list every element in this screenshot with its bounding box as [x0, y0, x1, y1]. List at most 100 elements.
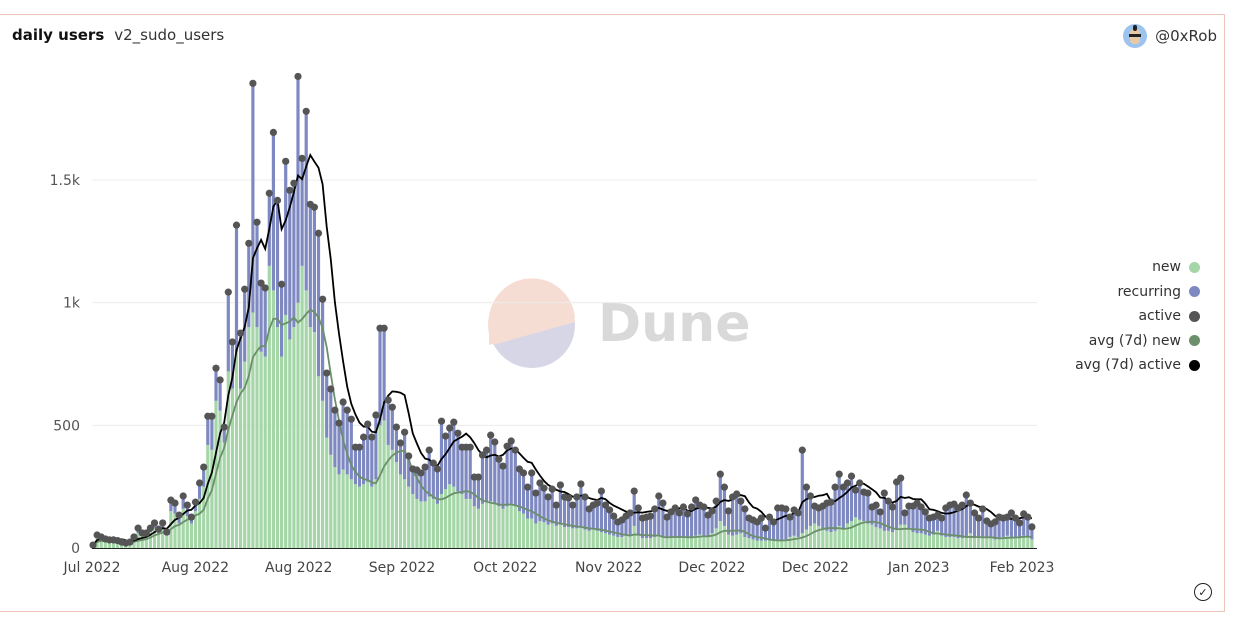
bar-new [542, 522, 546, 548]
bar-new [854, 517, 858, 548]
point-active [212, 364, 220, 372]
bar-new [640, 538, 644, 548]
bar-new [493, 503, 497, 548]
point-active [962, 491, 970, 499]
point-active [323, 369, 331, 377]
bar-recurring [222, 427, 226, 443]
bar-new [362, 484, 366, 548]
bar-recurring [1030, 526, 1034, 540]
bar-new [1005, 535, 1009, 548]
bar-recurring [1001, 518, 1005, 537]
bar-recurring [1009, 512, 1013, 537]
point-active [581, 493, 589, 501]
x-tick-label: Nov 2022 [575, 560, 642, 576]
bar-new [267, 265, 271, 548]
point-active [253, 218, 261, 226]
x-tick-label: Sep 2022 [369, 560, 435, 576]
legend-item-new[interactable]: new [1075, 255, 1200, 280]
bar-recurring [308, 204, 312, 328]
legend-item-avg-active[interactable]: avg (7d) active [1075, 353, 1200, 378]
x-tick-label: Oct 2022 [473, 560, 537, 576]
legend-item-active[interactable]: active [1075, 304, 1200, 329]
bar-recurring [919, 507, 923, 534]
point-active [392, 423, 400, 431]
bar-recurring [706, 515, 710, 537]
bar-new [349, 479, 353, 548]
bar-recurring [968, 503, 972, 534]
bar-new [690, 536, 694, 548]
bar-new [435, 503, 439, 548]
point-active [659, 499, 667, 507]
bar-new [476, 508, 480, 548]
author-name[interactable]: @0xRob [1155, 27, 1217, 45]
bar-recurring [862, 492, 866, 522]
bar-new [796, 536, 800, 548]
legend-item-recurring[interactable]: recurring [1075, 280, 1200, 305]
bar-recurring [960, 505, 964, 539]
bar-recurring [1022, 513, 1026, 536]
point-active [273, 196, 282, 204]
point-active [224, 288, 232, 296]
bar-recurring [362, 437, 366, 485]
bar-new [681, 536, 685, 548]
query-name[interactable]: v2_sudo_users [114, 26, 225, 44]
bar-recurring [280, 284, 284, 357]
legend-item-avg-new[interactable]: avg (7d) new [1075, 329, 1200, 354]
point-active [454, 429, 462, 437]
bar-new [255, 327, 259, 548]
point-active [651, 505, 659, 513]
bar-new [804, 529, 808, 548]
bar-new [206, 444, 210, 548]
bar-recurring [866, 493, 870, 524]
bar-recurring [456, 433, 460, 492]
author[interactable]: @0xRob [1123, 24, 1217, 48]
bar-new [735, 534, 739, 548]
bar-new [263, 356, 267, 548]
bar-recurring [780, 508, 784, 541]
bar-recurring [517, 469, 521, 512]
bar-recurring [616, 521, 620, 537]
bar-new [448, 484, 452, 548]
point-active [257, 279, 265, 287]
bar-recurring [550, 489, 554, 524]
bar-new [845, 523, 849, 548]
chart-title: daily users v2_sudo_users [12, 26, 224, 44]
point-active [802, 483, 811, 491]
check-circle-icon[interactable]: ✓ [1194, 583, 1212, 601]
bar-new [1009, 536, 1013, 548]
bar-new [157, 533, 161, 548]
bar-new [403, 479, 407, 548]
point-active [183, 501, 191, 509]
bar-new [452, 486, 456, 548]
point-active [474, 473, 482, 481]
point-active [278, 280, 286, 288]
bar-new [439, 494, 444, 548]
point-active [483, 446, 491, 454]
bar-new [1026, 536, 1030, 548]
bar-recurring [439, 421, 444, 495]
bar-recurring [337, 423, 341, 475]
bar-recurring [931, 517, 936, 535]
bar-new [960, 538, 964, 548]
point-active [876, 508, 884, 516]
bar-new [185, 516, 189, 548]
bar-new [288, 339, 292, 548]
bar-new [513, 506, 517, 548]
bar-new [817, 525, 821, 548]
point-active [786, 513, 794, 521]
point-active [142, 529, 150, 537]
legend-dot-icon [1189, 310, 1200, 322]
bar-new [468, 498, 472, 548]
bar-new [501, 508, 505, 548]
bar-new [833, 530, 837, 548]
point-active [757, 514, 765, 522]
bar-recurring [751, 520, 755, 540]
bar-recurring [718, 474, 722, 522]
bar-new [890, 532, 895, 548]
bar-new [800, 533, 804, 548]
bar-recurring [661, 503, 665, 537]
bar-new [308, 327, 312, 548]
bar-recurring [1018, 522, 1022, 537]
bar-new [423, 501, 427, 548]
bar-recurring [890, 507, 895, 533]
